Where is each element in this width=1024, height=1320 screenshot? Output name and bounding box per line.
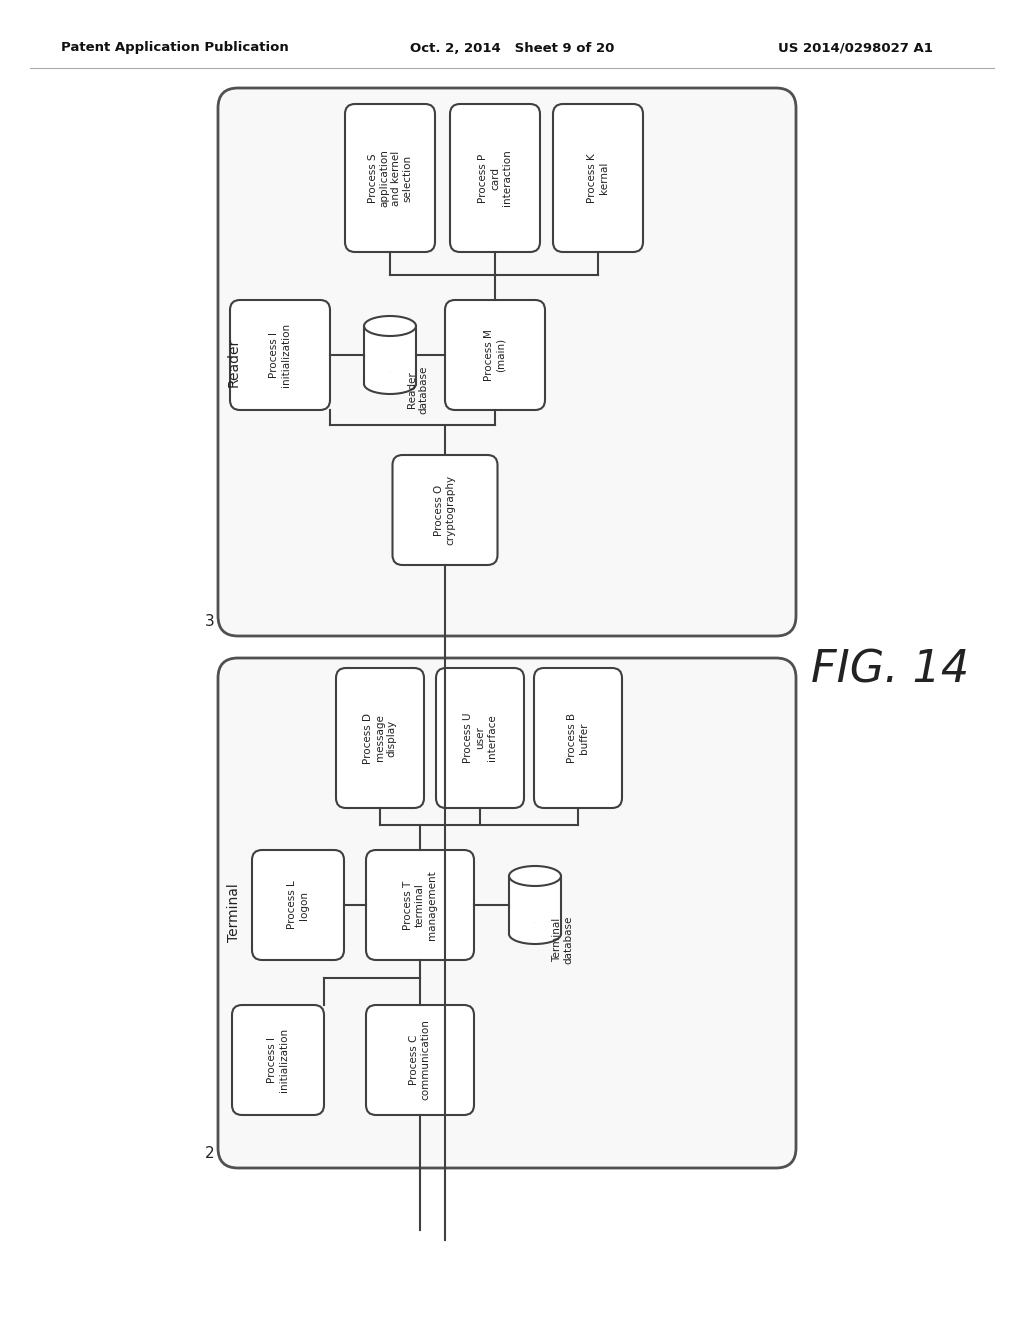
Text: Process T
terminal
management: Process T terminal management [403,870,436,940]
FancyBboxPatch shape [450,104,540,252]
Text: Reader: Reader [227,338,241,387]
FancyBboxPatch shape [345,104,435,252]
Text: Terminal
database: Terminal database [552,916,573,964]
Text: Process C
communication: Process C communication [410,1019,431,1101]
Ellipse shape [364,315,416,337]
Bar [509,876,561,935]
Text: Process O
cryptography: Process O cryptography [434,475,456,545]
Text: Terminal: Terminal [227,883,241,942]
Text: FIG. 14: FIG. 14 [811,648,969,692]
Text: US 2014/0298027 A1: US 2014/0298027 A1 [777,41,933,54]
Ellipse shape [509,866,561,886]
Text: Process D
message
display: Process D message display [364,713,396,763]
Ellipse shape [364,374,416,393]
FancyBboxPatch shape [436,668,524,808]
Text: Process M
(main): Process M (main) [484,329,506,381]
FancyBboxPatch shape [445,300,545,411]
Text: Process I
initialization: Process I initialization [267,1028,289,1092]
FancyBboxPatch shape [553,104,643,252]
Text: Process I
initialization: Process I initialization [269,323,291,387]
FancyBboxPatch shape [252,850,344,960]
Text: Patent Application Publication: Patent Application Publication [61,41,289,54]
Text: 2: 2 [205,1146,215,1160]
Text: Process K
kernal: Process K kernal [587,153,609,203]
Text: Process P
card
interaction: Process P card interaction [478,149,512,206]
Text: Process U
user
interface: Process U user interface [464,713,497,763]
Bar [362,374,417,384]
FancyBboxPatch shape [392,455,498,565]
FancyBboxPatch shape [230,300,330,411]
Text: Process B
buffer: Process B buffer [567,713,589,763]
FancyBboxPatch shape [534,668,622,808]
Text: Oct. 2, 2014   Sheet 9 of 20: Oct. 2, 2014 Sheet 9 of 20 [410,41,614,54]
FancyBboxPatch shape [232,1005,324,1115]
Text: 3: 3 [205,614,215,628]
Text: Reader
database: Reader database [408,366,429,414]
FancyBboxPatch shape [336,668,424,808]
FancyBboxPatch shape [366,1005,474,1115]
Bar [364,326,416,384]
FancyBboxPatch shape [218,657,796,1168]
Text: Process S
application
and kernel
selection: Process S application and kernel selecti… [368,149,413,207]
Bar [508,923,562,935]
Ellipse shape [509,924,561,944]
FancyBboxPatch shape [366,850,474,960]
Text: Process L
logon: Process L logon [287,880,309,929]
FancyBboxPatch shape [218,88,796,636]
